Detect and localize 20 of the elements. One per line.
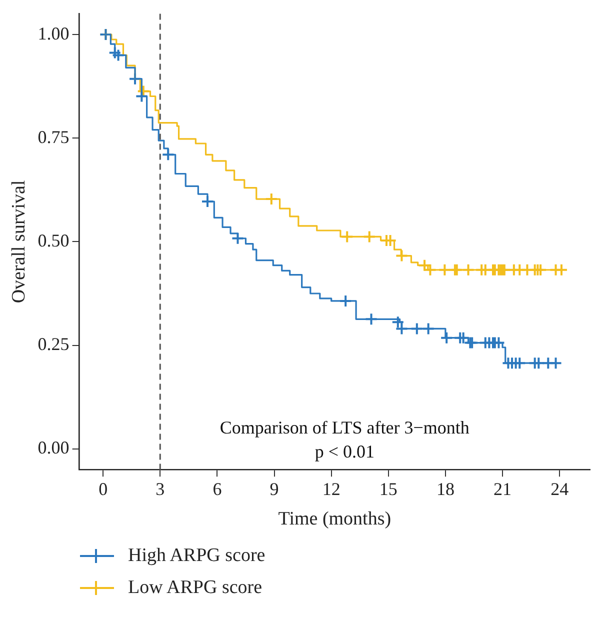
y-tick-label: 0.00 — [38, 438, 70, 458]
annotation: Comparison of LTS after 3−month — [220, 418, 470, 438]
y-tick-label: 0.25 — [38, 334, 70, 354]
legend-label: High ARPG score — [128, 545, 266, 567]
y-tick-label: 1.00 — [38, 23, 70, 44]
annotation: p < 0.01 — [314, 442, 374, 462]
y-tick-label: 0.50 — [38, 230, 70, 250]
x-tick-label: 21 — [494, 479, 512, 500]
legend-label: Low ARPG score — [128, 577, 262, 599]
x-tick-label: 9 — [270, 479, 279, 500]
x-tick-label: 0 — [98, 479, 108, 500]
y-axis-title: Overall survival — [8, 180, 30, 304]
x-axis-title: Time (months) — [278, 508, 392, 530]
x-tick-label: 3 — [156, 479, 165, 500]
y-tick-label: 0.75 — [38, 126, 70, 147]
x-tick-label: 12 — [322, 479, 340, 500]
x-tick-label: 24 — [550, 479, 569, 500]
x-tick-label: 6 — [212, 479, 222, 500]
x-tick-label: 18 — [436, 479, 454, 500]
x-tick-label: 15 — [379, 479, 398, 500]
